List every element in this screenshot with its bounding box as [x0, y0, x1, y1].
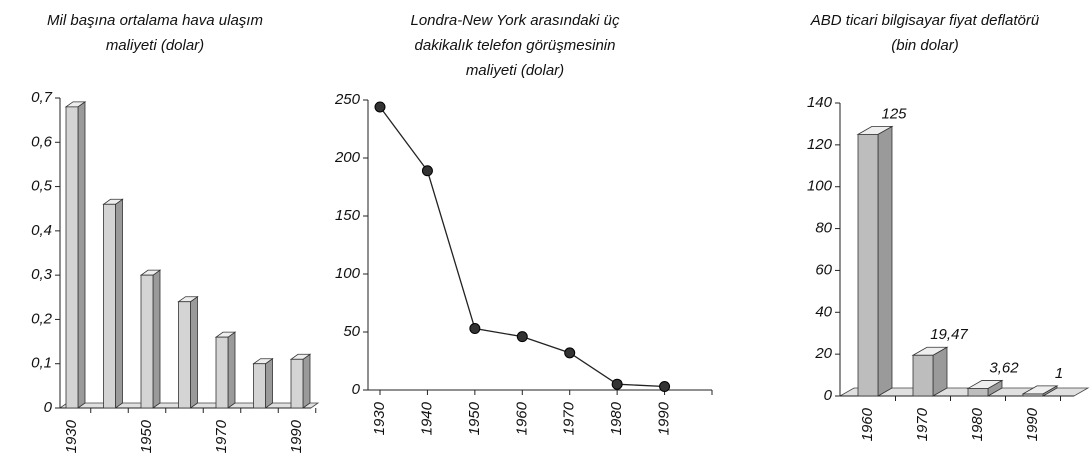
x-tick-label: 1970	[561, 401, 578, 435]
chart-title: Mil başına ortalama hava ulaşım maliyeti…	[47, 12, 263, 54]
bar	[178, 301, 191, 409]
x-tick-label: 1990	[288, 419, 305, 453]
bar-side	[190, 295, 198, 409]
y-tick-label: 0	[352, 381, 361, 398]
bar-side	[227, 331, 236, 409]
y-tick-label: 150	[335, 207, 361, 224]
y-tick-label: 100	[335, 265, 361, 282]
bar-side	[877, 125, 893, 397]
bar-side	[932, 346, 948, 397]
chart-title: ABD ticari bilgisayar fiyat deflatörü (b…	[810, 12, 1040, 54]
y-tick-label: 0,1	[31, 355, 52, 372]
bar-side	[152, 269, 161, 409]
point	[564, 347, 576, 359]
bar-side	[265, 357, 273, 409]
y-tick-label: 0,6	[31, 133, 53, 150]
x-tick-label: 1960	[859, 407, 876, 441]
x-tick-label: 1990	[656, 401, 673, 435]
x-tick-label: 1970	[213, 419, 230, 453]
y-tick-label: 0,4	[31, 222, 52, 239]
y-tick-label: 20	[814, 345, 832, 362]
bar	[103, 203, 116, 409]
y-tick-label: 0,3	[31, 266, 53, 283]
bar	[140, 274, 154, 409]
bar-side	[77, 101, 86, 409]
value-label: 125	[881, 105, 907, 122]
point	[374, 101, 386, 113]
x-tick-label: 1940	[418, 401, 435, 435]
bar	[215, 336, 229, 409]
bar	[967, 388, 989, 397]
x-tick-label: 1950	[466, 401, 483, 435]
line	[379, 106, 665, 388]
point	[659, 381, 671, 393]
y-tick-label: 200	[334, 149, 361, 166]
point	[469, 323, 481, 335]
y-tick-label: 120	[807, 136, 833, 153]
y-tick-label: 250	[334, 91, 361, 108]
chart-title: Londra-New York arasındaki üç dakikalık …	[410, 12, 620, 79]
x-tick-label: 1980	[608, 401, 625, 435]
bar	[253, 363, 266, 409]
y-tick-label: 80	[815, 220, 832, 237]
bar	[290, 358, 304, 409]
y-tick-label: 50	[343, 323, 360, 340]
y-tick-label: 100	[807, 178, 833, 195]
value-label: 1	[1055, 365, 1063, 382]
x-tick-label: 1970	[914, 407, 931, 441]
point	[611, 378, 623, 390]
y-tick-label: 0,5	[31, 178, 53, 195]
x-tick-label: 1980	[969, 407, 986, 441]
point	[421, 165, 433, 177]
bar	[1022, 393, 1044, 397]
y-tick-label: 60	[815, 261, 832, 278]
value-label: 3,62	[989, 359, 1019, 376]
y-tick-label: 0	[824, 387, 833, 404]
x-tick-label: 1950	[138, 419, 155, 453]
bar	[65, 106, 79, 409]
x-tick-label: 1930	[371, 401, 388, 435]
bar	[912, 354, 934, 397]
y-tick-label: 140	[807, 94, 833, 111]
x-tick-label: 1930	[63, 419, 80, 453]
bar-side	[115, 198, 123, 409]
y-tick-label: 0	[44, 399, 53, 416]
y-tick-label: 0,7	[31, 89, 53, 106]
value-label: 19,47	[930, 326, 968, 343]
y-tick-label: 40	[815, 303, 832, 320]
point	[516, 331, 528, 343]
bar-side	[302, 353, 311, 409]
y-tick-label: 0,2	[31, 310, 53, 327]
x-tick-label: 1990	[1024, 407, 1041, 441]
bar	[857, 133, 879, 397]
x-tick-label: 1960	[513, 401, 530, 435]
